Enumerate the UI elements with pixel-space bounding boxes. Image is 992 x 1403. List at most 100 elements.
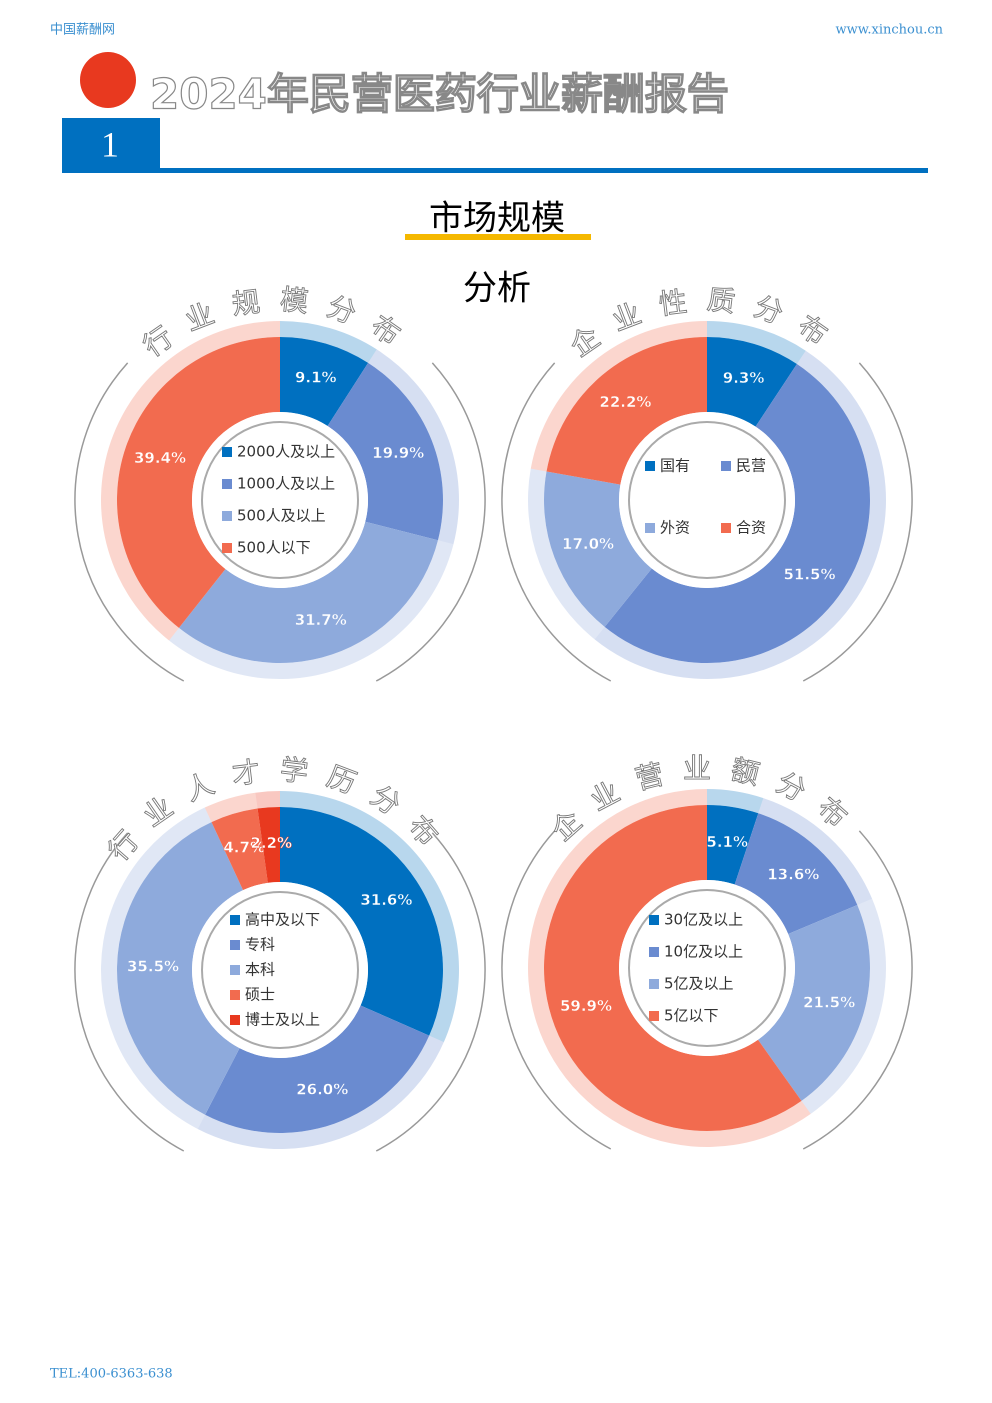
donut-segment <box>707 805 759 885</box>
legend-label: 5亿以下 <box>664 1007 719 1025</box>
section-title: 市场规模 <box>429 199 565 239</box>
legend-swatch <box>649 915 659 925</box>
donut-segment <box>543 805 802 1131</box>
legend-swatch <box>230 990 240 1000</box>
outer-arc <box>74 832 185 1152</box>
donut-segment <box>117 337 281 628</box>
site-url: www.xinchou.cn <box>836 23 944 38</box>
legend-label: 500人及以上 <box>237 507 326 525</box>
pale-segment <box>197 1035 444 1150</box>
pale-segment <box>707 789 764 814</box>
red-dot <box>80 52 136 108</box>
legend-label: 民营 <box>736 457 766 475</box>
donut-segment <box>280 807 443 1036</box>
legend-swatch <box>222 479 232 489</box>
value-label: 39.4% <box>134 449 186 467</box>
donut-segment <box>543 471 652 627</box>
value-label: 4.7% <box>223 839 265 857</box>
hole <box>619 880 795 1056</box>
legend-label: 博士及以上 <box>245 1011 320 1029</box>
value-label: 19.9% <box>372 444 424 462</box>
legend-swatch <box>645 461 655 471</box>
donut-segment <box>211 808 268 891</box>
legend-label: 专科 <box>245 936 275 954</box>
hole <box>192 412 368 588</box>
hole-ring <box>628 889 786 1047</box>
outer-arc <box>375 362 486 682</box>
outer-arc <box>375 832 486 1152</box>
value-label: 22.2% <box>599 393 651 411</box>
legend-label: 5亿及以上 <box>664 975 734 993</box>
value-label: 31.6% <box>360 891 412 909</box>
legend-label: 高中及以下 <box>245 911 320 929</box>
pale-segment <box>101 321 281 641</box>
donut-segment <box>327 362 443 541</box>
value-label: 13.6% <box>767 865 819 883</box>
outer-arc <box>501 830 612 1150</box>
pale-segment <box>530 321 707 472</box>
pale-segment <box>368 349 459 545</box>
value-label: 2.2% <box>250 834 292 852</box>
donut-segment <box>707 337 797 427</box>
donut-segment <box>758 904 871 1101</box>
donut-segment <box>546 337 707 485</box>
donut-segment <box>205 1005 430 1133</box>
legend-swatch <box>230 940 240 950</box>
hole <box>619 412 795 588</box>
donut-segment <box>257 807 280 883</box>
header-rule <box>62 168 928 173</box>
donut-segment <box>604 364 870 663</box>
legend-swatch <box>230 915 240 925</box>
legend-label: 30亿及以上 <box>664 911 743 929</box>
value-label: 21.5% <box>803 993 855 1011</box>
pale-segment <box>169 540 454 679</box>
report-title: 2024年民营医药行业薪酬报告 <box>150 70 729 119</box>
donut-chart: 企业营业额分布5.1%13.6%21.5%59.9%30亿及以上10亿及以上5亿… <box>501 752 913 1150</box>
outer-arc <box>802 362 913 682</box>
number-box <box>62 118 160 172</box>
legend-swatch <box>645 523 655 533</box>
outer-arc <box>501 362 612 682</box>
pale-segment <box>101 807 212 1129</box>
legend-label: 500人以下 <box>237 539 311 557</box>
pale-segment <box>707 321 806 365</box>
legend-label: 国有 <box>660 457 690 475</box>
donut-segment <box>117 822 244 1115</box>
legend-swatch <box>230 1015 240 1025</box>
site-name: 中国薪酬网 <box>50 23 115 38</box>
title-underline <box>405 234 591 240</box>
section-number: 1 <box>101 124 119 164</box>
legend-swatch <box>649 1011 659 1021</box>
pale-segment <box>204 792 258 823</box>
donut-chart: 行业人才学历分布31.6%26.0%35.5%4.7%2.2%高中及以下专科本科… <box>74 752 486 1152</box>
value-label: 9.3% <box>723 369 765 387</box>
donut-segment <box>734 813 858 934</box>
legend-label: 本科 <box>245 961 275 979</box>
legend-label: 合资 <box>736 519 766 537</box>
value-label: 59.9% <box>560 997 612 1015</box>
pale-segment <box>801 898 886 1114</box>
value-label: 35.5% <box>127 958 179 976</box>
pale-segment <box>758 798 873 905</box>
value-label: 26.0% <box>296 1080 348 1098</box>
legend-label: 10亿及以上 <box>664 943 743 961</box>
donut-segment <box>178 521 438 663</box>
hole-ring <box>201 421 359 579</box>
legend-swatch <box>222 511 232 521</box>
value-label: 5.1% <box>706 833 748 851</box>
legend-swatch <box>649 979 659 989</box>
pale-segment <box>280 791 459 1043</box>
footer-tel: TEL:400-6363-638 <box>50 1367 173 1382</box>
pale-segment <box>528 468 605 640</box>
legend-swatch <box>721 461 731 471</box>
pale-segment <box>594 350 887 679</box>
legend-swatch <box>222 543 232 553</box>
legend-label: 外资 <box>660 519 690 537</box>
section-subtitle: 分析 <box>463 269 531 309</box>
value-label: 51.5% <box>783 565 835 583</box>
hole-ring <box>201 891 359 1049</box>
legend-swatch <box>649 947 659 957</box>
legend-swatch <box>721 523 731 533</box>
